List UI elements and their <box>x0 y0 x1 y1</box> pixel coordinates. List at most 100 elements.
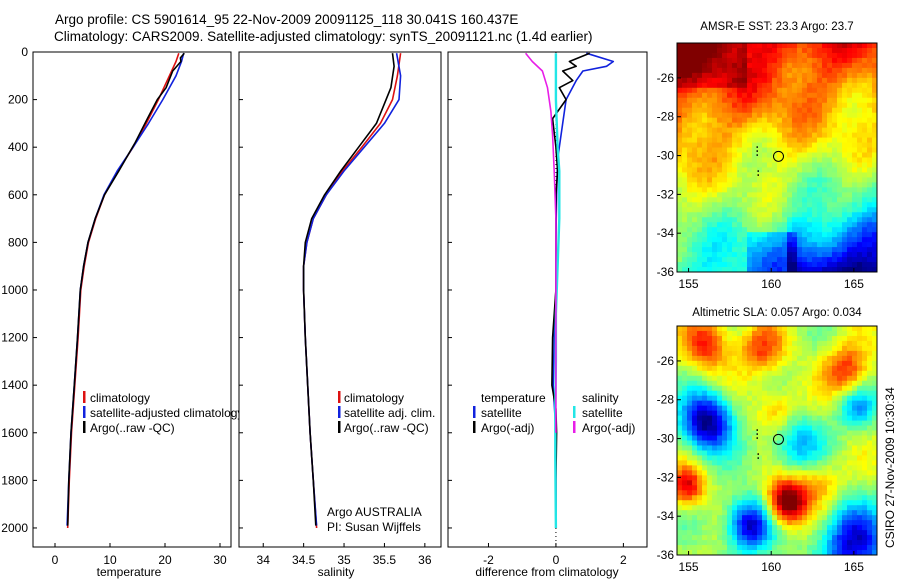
map-cell <box>767 187 773 193</box>
map-cell <box>852 262 858 268</box>
map-cell <box>707 247 713 253</box>
map-cell <box>777 405 783 412</box>
map-cell <box>792 112 798 119</box>
map-cell <box>842 510 848 516</box>
map-cell <box>782 460 788 466</box>
map-cell <box>682 400 688 407</box>
map-cell <box>872 345 878 352</box>
map-cell <box>822 217 828 223</box>
map-cell <box>872 500 878 506</box>
map-cell <box>827 370 833 377</box>
map-cell <box>817 187 823 193</box>
map-cell <box>837 92 843 99</box>
map-cell <box>822 267 828 273</box>
map-cell <box>732 445 738 451</box>
map-cell <box>737 395 743 402</box>
map-cell <box>747 395 753 402</box>
map-cell <box>797 202 803 208</box>
map-cell <box>872 440 878 446</box>
map-cell <box>727 192 733 198</box>
map-cell <box>837 445 843 451</box>
map-cell <box>757 445 763 451</box>
map-cell <box>682 455 688 461</box>
map-cell <box>742 530 748 536</box>
map-cell <box>802 375 808 382</box>
map-cell <box>742 222 748 228</box>
map-cell <box>717 47 723 54</box>
map-cell <box>682 247 688 253</box>
map-cell <box>787 197 793 203</box>
map-cell <box>862 207 868 213</box>
map-cell <box>837 132 843 138</box>
map-cell <box>782 267 788 273</box>
map-cell <box>862 212 868 218</box>
map-cell <box>822 152 828 158</box>
map-cell <box>722 47 728 54</box>
map-cell <box>742 435 748 441</box>
map-cell <box>687 475 693 481</box>
map-cell <box>847 430 853 436</box>
map-cell <box>762 187 768 193</box>
map-cell <box>727 545 733 551</box>
map-cell <box>737 485 743 491</box>
map-cell <box>797 192 803 198</box>
map-cell <box>717 505 723 511</box>
map-cell <box>757 330 763 337</box>
map-cell <box>822 72 828 79</box>
map-cell <box>712 425 718 431</box>
map-cell <box>717 415 723 421</box>
map-cell <box>717 187 723 193</box>
map-cell <box>747 197 753 203</box>
map-cell <box>712 117 718 124</box>
map-cell <box>707 445 713 451</box>
map-cell <box>712 62 718 69</box>
map-cell <box>802 107 808 114</box>
map-cell <box>697 445 703 451</box>
map-cell <box>797 167 803 173</box>
map-cell <box>857 232 863 238</box>
map-cell <box>692 355 698 362</box>
map-cell <box>707 217 713 223</box>
map-cell <box>677 147 683 153</box>
map-cell <box>792 147 798 153</box>
map-cell <box>822 112 828 119</box>
map-cell <box>692 252 698 258</box>
map-cell <box>792 380 798 387</box>
map-cell <box>832 340 838 347</box>
map-cell <box>717 475 723 481</box>
map-cell <box>777 187 783 193</box>
map-cell <box>772 162 778 168</box>
map-cell <box>727 365 733 372</box>
map-cell <box>782 326 788 332</box>
map-cell <box>872 540 878 546</box>
map-cell <box>807 465 813 471</box>
map-cell <box>707 137 713 143</box>
map-cell <box>782 360 788 367</box>
map-cell <box>872 117 878 124</box>
map-cell <box>857 122 863 129</box>
map-cell <box>782 212 788 218</box>
map-cell <box>717 167 723 173</box>
map-cell <box>867 345 873 352</box>
map-cell <box>842 480 848 486</box>
map-cell <box>837 127 843 134</box>
map-cell <box>752 435 758 441</box>
map-cell <box>827 510 833 516</box>
map-cell <box>847 390 853 397</box>
map-cell <box>717 520 723 526</box>
map-cell <box>802 430 808 436</box>
map-cell <box>687 410 693 417</box>
map-cell <box>812 535 818 541</box>
map-cell <box>832 252 838 258</box>
map-cell <box>857 345 863 352</box>
map-cell <box>817 400 823 407</box>
map-cell <box>707 67 713 74</box>
map-cell <box>842 102 848 109</box>
map-cell <box>732 97 738 104</box>
map-cell <box>742 415 748 421</box>
map-cell <box>832 330 838 337</box>
map-cell <box>787 267 793 273</box>
map-cell <box>797 227 803 233</box>
map-cell <box>827 87 833 94</box>
map-cell <box>692 385 698 392</box>
